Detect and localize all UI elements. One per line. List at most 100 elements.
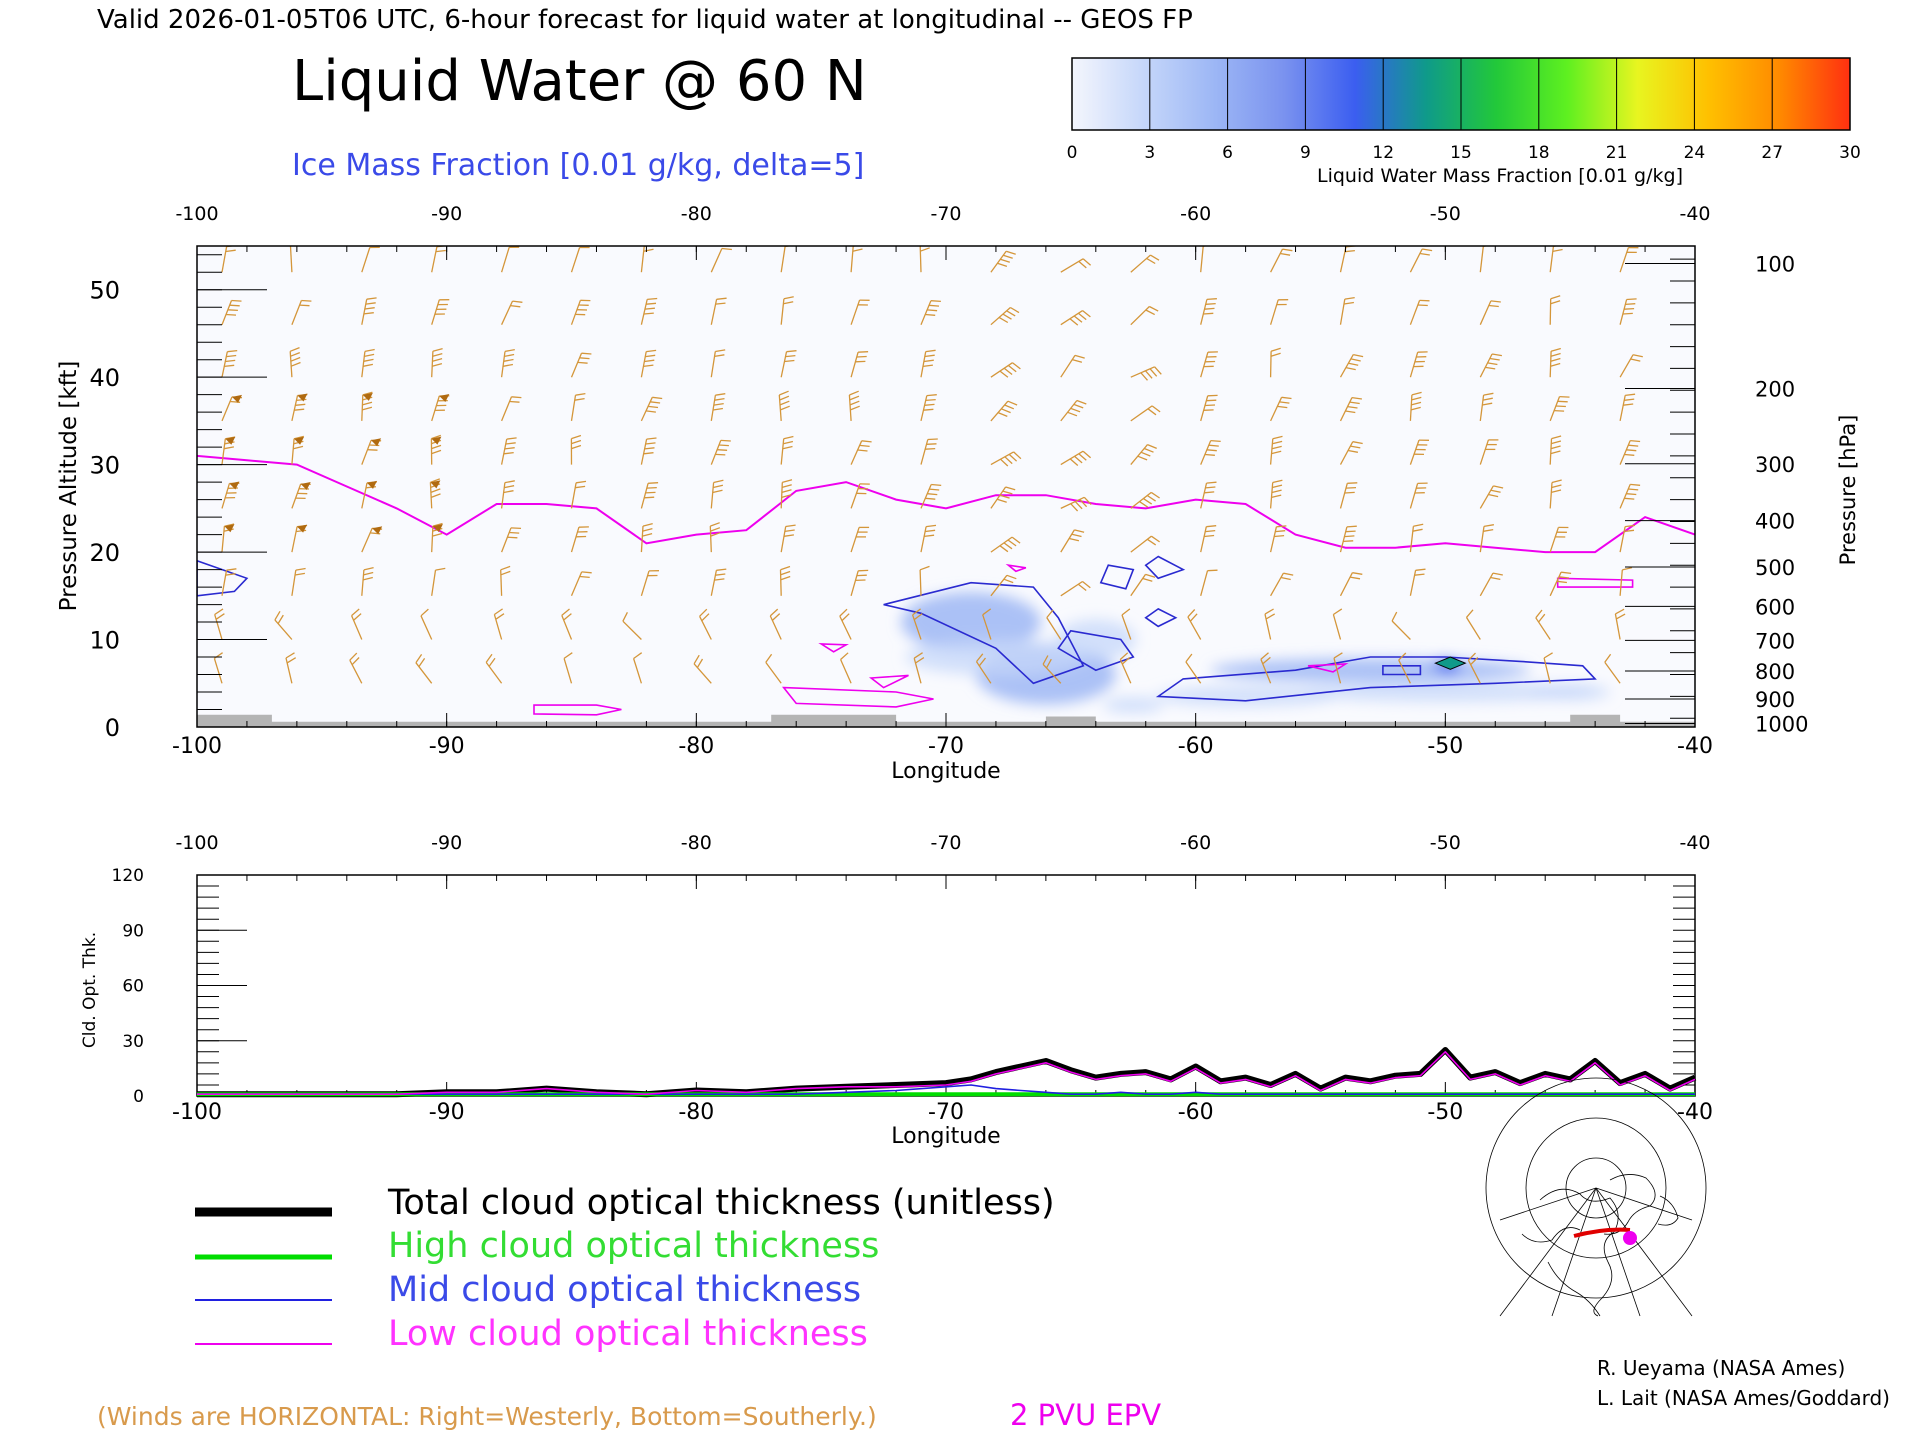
wind-barb-flag [925, 447, 936, 450]
wind-barb [990, 306, 1020, 326]
wind-barb-flag [435, 249, 446, 253]
wind-barb-flag [840, 652, 849, 660]
wind-barb [990, 400, 1018, 422]
wind-barb-shaft [1130, 491, 1152, 509]
wind-barb-flag [1483, 528, 1494, 532]
wind-barb-shaft [1604, 661, 1621, 684]
colorbar-tick-label: 6 [1222, 143, 1233, 163]
wind-barb-flag [1271, 445, 1282, 450]
wind-barb [1409, 391, 1422, 421]
wind-barb [221, 394, 243, 422]
wind-barb [1200, 246, 1208, 273]
wind-barb-flag [577, 361, 588, 364]
wind-barb-flag [1483, 392, 1494, 396]
wind-barb [1130, 254, 1160, 273]
wind-barb [982, 608, 992, 640]
wind-barb [1339, 482, 1358, 509]
wind-barb-flag [1208, 444, 1219, 447]
wind-barb [214, 608, 225, 640]
wind-barb-flag [1551, 479, 1562, 484]
wind-barb-flag [277, 614, 284, 624]
wind-barb-flag [721, 247, 732, 251]
wind-barb-flag [696, 658, 704, 668]
liquid-water-blob [1155, 686, 1336, 707]
wind-barb [710, 568, 727, 596]
wind-barb-flag [646, 302, 657, 305]
wind-barb-pennant [297, 393, 308, 402]
wind-barb-flag [1277, 405, 1288, 409]
wind-barb-shaft [1391, 620, 1411, 640]
wind-barb-flag [511, 396, 522, 399]
wind-barb-flag [301, 299, 312, 302]
liquid-water-blob [1103, 697, 1164, 714]
wind-barb-flag [1347, 449, 1359, 453]
wind-barb-flag [646, 349, 657, 353]
wind-barb-pennant [439, 394, 450, 402]
wind-barb-shaft [710, 248, 723, 273]
chart-subtitle: Ice Mass Fraction [0.01 g/kg, delta=5] [292, 148, 864, 183]
wind-barb-flag [784, 359, 795, 363]
wind-barb-flag [1007, 539, 1017, 547]
wind-barb-shaft [632, 658, 643, 684]
wind-barb [1200, 439, 1221, 465]
wind-barb-flag [1006, 310, 1016, 317]
wind-barb [1269, 435, 1283, 465]
wind-barb [1060, 354, 1085, 378]
wind-barb-flag [713, 407, 723, 411]
wind-barb-shaft [710, 395, 717, 422]
wind-barb-flag [920, 247, 930, 252]
wind-barb-shaft [919, 246, 922, 273]
wind-barb [1409, 299, 1430, 325]
wind-barb-flag [780, 570, 791, 576]
wind-barb-flag [975, 653, 984, 663]
wind-barb [780, 296, 794, 325]
wind-barb-flag [365, 302, 376, 305]
wind-barb-flag [1551, 435, 1562, 440]
wind-barb-flag [913, 613, 923, 621]
wind-barb [1269, 347, 1281, 378]
top-xlabel: Longitude [891, 759, 1000, 784]
top-axis-tick-label: -100 [175, 203, 218, 225]
wind-barb [710, 349, 726, 378]
wind-barb-flag [913, 652, 923, 659]
wind-barb-shaft [710, 482, 715, 509]
wind-barb-flag [644, 496, 655, 499]
wind-barb [850, 246, 863, 273]
wind-barb-flag [1344, 491, 1355, 494]
wind-barb [1269, 479, 1283, 509]
wind-barb [1467, 652, 1481, 684]
top-axis-tick-label: -80 [681, 203, 712, 225]
wind-barb-flag [923, 359, 934, 363]
winds-note: (Winds are HORIZONTAL: Right=Westerly, B… [97, 1402, 877, 1431]
wind-barb-flag [504, 353, 515, 358]
wind-barb [1409, 248, 1433, 273]
wind-barb-flag [1082, 258, 1092, 266]
wind-barb-flag [1628, 488, 1639, 491]
wind-barb [1339, 353, 1364, 378]
wind-barb-flag [931, 483, 942, 487]
wind-barb-flag [1146, 494, 1156, 502]
bottom-y-tick-label: 120 [112, 866, 144, 886]
wind-barb-flag [500, 570, 511, 576]
wind-barb-flag [575, 485, 586, 489]
wind-barb-flag [1604, 653, 1612, 663]
wind-barb-flag [645, 410, 656, 413]
top-panel: -100 -90 -80 -70 -60 -50 -40 -100 -90 -80 -70 -60 -5… [56, 203, 1860, 784]
wind-barb-flag [786, 350, 797, 353]
wind-barb-shaft [1130, 444, 1148, 466]
wind-barb-flag [997, 262, 1008, 268]
wind-barb-flag [432, 362, 443, 367]
wind-barb [710, 439, 731, 465]
wind-barb-flag [1002, 254, 1013, 259]
wind-barb [780, 524, 796, 553]
valid-line: Valid 2026-01-05T06 UTC, 6-hour forecast… [97, 5, 1193, 35]
wind-barb-flag [1625, 393, 1636, 397]
bottom-panel: 0 30 60 90 120 -100 -90 -80 -70 -60 -50 -40 -100 -90 -… [80, 832, 1713, 1149]
wind-barb-shaft [361, 440, 372, 465]
wind-barb [850, 351, 869, 378]
wind-barb-flag [503, 490, 514, 494]
wind-barb [361, 526, 383, 553]
wind-barb [710, 247, 732, 273]
wind-barb-flag [225, 573, 236, 576]
wind-barb-flag [1271, 450, 1282, 455]
